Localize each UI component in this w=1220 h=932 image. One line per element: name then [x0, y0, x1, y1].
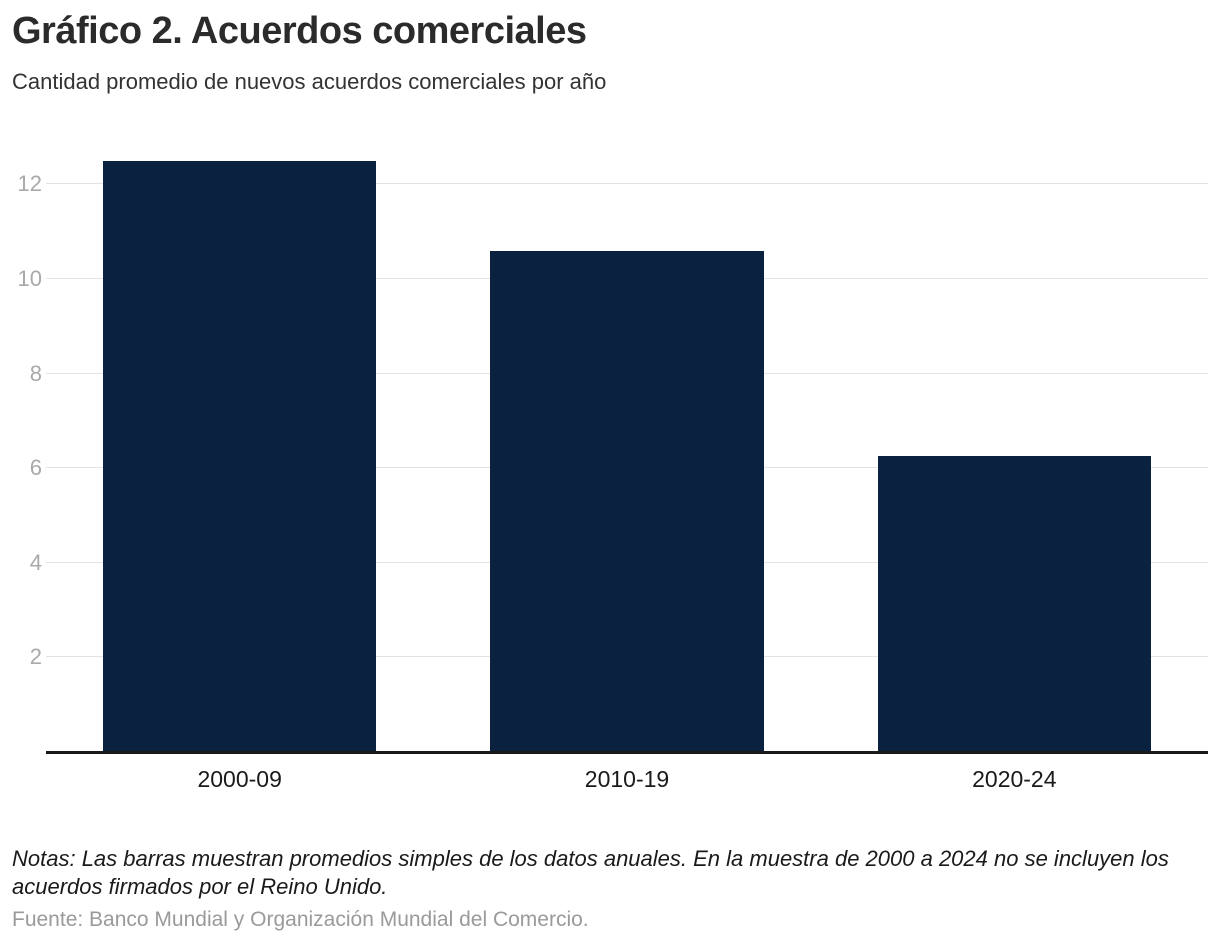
y-tick-label: 6 — [29, 455, 42, 481]
y-tick-label: 8 — [29, 360, 42, 386]
plot-area — [46, 137, 1208, 754]
x-axis-line — [46, 751, 1208, 754]
y-tick-label: 4 — [29, 549, 42, 575]
y-axis: 2 4 6 8 10 12 — [12, 137, 46, 752]
bar-slot — [821, 137, 1208, 752]
bar-slot — [433, 137, 820, 752]
y-tick-label: 12 — [17, 171, 42, 197]
x-axis-label: 2010-19 — [584, 766, 670, 792]
bar-chart: 2 4 6 8 10 12 2000-09 2010-19 2020-24 — [12, 137, 1208, 793]
chart-notes: Notas: Las barras muestran promedios sim… — [12, 846, 1169, 899]
chart-title: Gráfico 2. Acuerdos comerciales — [12, 10, 587, 52]
chart-source: Fuente: Banco Mundial y Organización Mun… — [12, 908, 589, 931]
y-tick-label: 10 — [17, 265, 42, 291]
x-axis-label: 2020-24 — [972, 766, 1057, 792]
bar-2020-24[interactable] — [877, 456, 1151, 752]
gridline — [46, 183, 1208, 185]
x-axis-label: 2000-09 — [197, 766, 282, 792]
x-axis-labels: 2000-09 2010-19 2020-24 — [46, 766, 1208, 793]
y-tick-label: 2 — [29, 644, 42, 670]
chart-subtitle: Cantidad promedio de nuevos acuerdos com… — [12, 69, 607, 94]
bar-2010-19[interactable] — [490, 250, 764, 752]
bar-2000-09[interactable] — [103, 160, 377, 752]
bars-container — [46, 137, 1208, 752]
bar-slot — [46, 137, 433, 752]
x-axis-spacer — [12, 766, 46, 793]
